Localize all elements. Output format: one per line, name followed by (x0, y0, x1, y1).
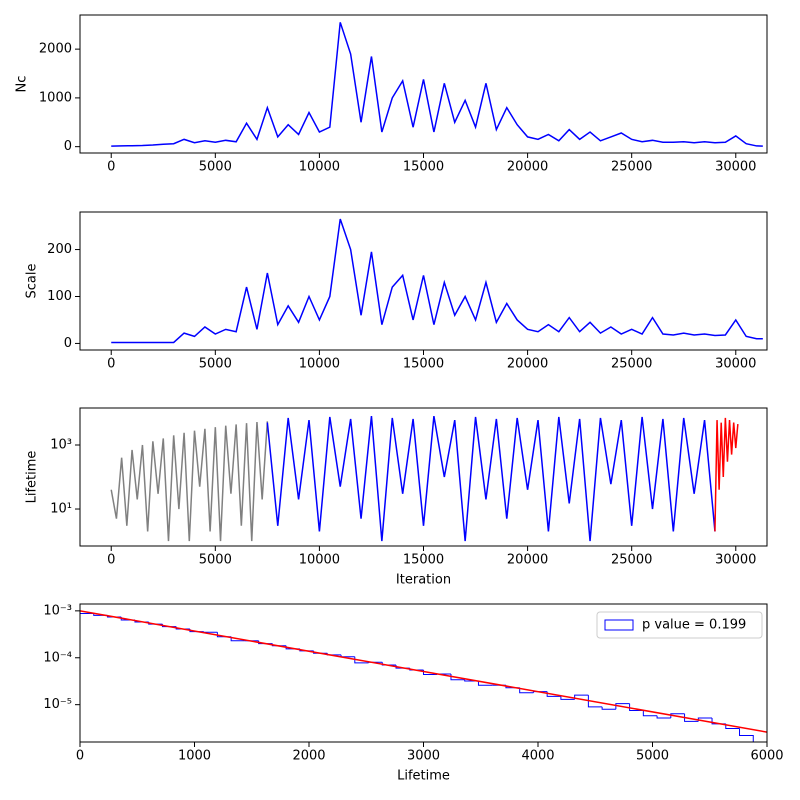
x-tick-label: 10000 (299, 553, 340, 568)
x-tick-label: 25000 (611, 160, 652, 175)
histogram-step (560, 696, 575, 700)
plot-area (111, 218, 763, 344)
x-tick-label: 25000 (611, 357, 652, 372)
y-tick-label: 200 (47, 242, 72, 257)
x-tick-label: 0 (107, 553, 115, 568)
x-tick-label: 0 (107, 160, 115, 175)
legend-swatch (604, 619, 634, 631)
axes-frame (79, 14, 768, 154)
x-tick-label: 6000 (750, 749, 783, 764)
data-line (110, 421, 269, 542)
y-tick-label: 1000 (39, 90, 72, 105)
histogram-step (381, 662, 397, 666)
histogram-step (601, 706, 616, 710)
x-tick-label: 15000 (403, 357, 444, 372)
x-tick-label: 20000 (507, 553, 548, 568)
y-tick-label: 2000 (39, 42, 72, 57)
histogram-step (629, 703, 644, 712)
histogram-step (80, 612, 94, 742)
x-tick-label: 10000 (299, 357, 340, 372)
x-tick-label: 15000 (403, 553, 444, 568)
x-tick-label: 25000 (611, 553, 652, 568)
x-tick-label: 1000 (178, 749, 211, 764)
histogram-step (615, 703, 630, 710)
x-tick-label: 30000 (715, 160, 756, 175)
x-tick-label: 15000 (403, 160, 444, 175)
x-tick-label: 5000 (199, 357, 232, 372)
y-axis-label: Scale (25, 264, 40, 299)
y-axis-label: Lifetime (25, 451, 40, 504)
histogram-step (656, 715, 671, 719)
y-axis-label: Nc (15, 76, 30, 93)
histogram-step (519, 687, 534, 694)
x-tick-label: 20000 (507, 357, 548, 372)
plot-area (111, 22, 763, 147)
x-axis-label: Iteration (396, 573, 451, 588)
data-line (714, 417, 739, 532)
plot-area (80, 610, 767, 742)
y-tick-label: 10⁻³ (43, 603, 72, 618)
x-tick-label: 0 (107, 357, 115, 372)
axes-frame (79, 407, 768, 547)
data-line (111, 218, 763, 344)
y-tick-label: 10⁻⁵ (43, 697, 72, 712)
x-tick-label: 30000 (715, 357, 756, 372)
y-tick-label: 0 (64, 336, 72, 351)
histogram-step (477, 680, 493, 686)
plot-area (110, 415, 739, 542)
x-tick-label: 10000 (299, 160, 340, 175)
x-tick-label: 5000 (636, 749, 669, 764)
x-tick-label: 0 (76, 749, 84, 764)
data-line (111, 22, 763, 147)
x-tick-label: 4000 (521, 749, 554, 764)
legend-box (596, 611, 763, 639)
y-tick-label: 10⁻⁴ (43, 650, 72, 665)
histogram-step (587, 695, 603, 708)
y-tick-label: 0 (64, 139, 72, 154)
histogram-step (739, 728, 754, 742)
x-tick-label: 3000 (407, 749, 440, 764)
axes-frame (79, 603, 768, 743)
histogram-step (670, 713, 685, 718)
x-tick-label: 20000 (507, 160, 548, 175)
data-line (266, 415, 716, 542)
legend-label: p value = 0.199 (642, 618, 746, 633)
x-tick-label: 5000 (199, 553, 232, 568)
histogram-step (642, 710, 658, 717)
histogram-step (203, 631, 218, 633)
y-tick-label: 10¹ (50, 502, 72, 517)
histogram-step (684, 713, 699, 722)
x-axis-label: Lifetime (397, 769, 450, 784)
fit-line (80, 610, 767, 733)
x-tick-label: 5000 (199, 160, 232, 175)
axes-frame (79, 211, 768, 351)
y-tick-label: 100 (47, 289, 72, 304)
x-tick-label: 30000 (715, 553, 756, 568)
y-tick-label: 10³ (50, 437, 72, 452)
x-tick-label: 2000 (292, 749, 325, 764)
